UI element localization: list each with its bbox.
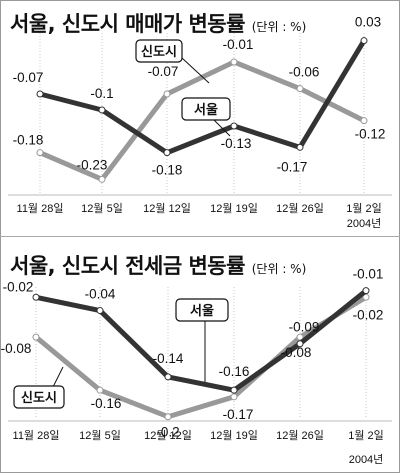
data-label: -0.07 [148,64,179,79]
data-point [296,340,304,348]
data-label: -0.08 [281,345,312,360]
data-point [96,386,104,394]
data-label: -0.06 [289,65,320,80]
data-point [96,307,104,315]
data-label: -0.08 [1,341,32,356]
data-point [164,373,172,381]
legend-callout-box [13,385,65,409]
data-label: -0.04 [85,287,116,302]
data-point [32,293,40,301]
jeonse-deposit-chart-panel: 서울, 신도시 전세금 변동률 (단위 : %) 11월 28일 12월 5일 12… [0,237,400,473]
panel-divider [0,236,400,237]
data-point [360,37,368,45]
data-point [163,90,171,98]
data-point [36,149,44,157]
data-point [32,333,40,341]
x-tick-label: 12월 26일 [276,201,324,215]
chart-title: 서울, 신도시 매매가 변동률 (단위 : %) [10,8,306,38]
chart-title: 서울, 신도시 전세금 변동률 (단위 : %) [10,250,306,280]
data-point [296,333,304,341]
data-point [362,293,370,301]
x-tick-label: 12월 19일 [210,428,258,442]
data-label: -0.02 [353,307,384,322]
x-tick-label: 1월 2일 [348,428,384,442]
legend-callout-box [135,39,183,63]
data-label: -0.13 [221,136,252,151]
x-tick-label: 12월 19일 [210,201,258,215]
legend-callout-box [175,298,229,322]
callout-leader [213,119,231,137]
data-point [98,106,106,114]
callout-leader [51,366,64,390]
data-point [296,143,304,151]
x-tick-label: 12월 12일 [143,201,191,215]
x-tick-label: 12월 12일 [144,428,192,442]
data-label: 0.03 [355,15,381,30]
x-year-label: 2004년 [347,217,382,230]
data-point [36,90,44,98]
data-point [164,413,172,421]
data-point [230,393,238,401]
unit-label: (단위 : %) [251,262,307,276]
data-point [230,122,238,130]
data-label: -0.17 [223,407,254,422]
series-line-new-town [37,59,367,182]
data-point [360,117,368,125]
data-point [230,58,238,66]
x-tick-label: 12월 5일 [79,428,121,442]
legend-callout-box [181,97,231,121]
callout-leader [181,57,210,84]
x-tick-label: 1월 2일 [346,201,382,215]
data-label: -0.12 [355,127,386,142]
data-label: -0.14 [153,351,184,366]
series-line-new-town [33,294,369,420]
unit-label: (단위 : %) [251,20,307,34]
legend-label: 서울 [194,102,218,117]
legend-label: 신도시 [141,44,177,59]
data-label: -0.17 [277,159,308,174]
chart-title-text: 서울, 신도시 전세금 변동률 [10,254,245,278]
data-label: -0.16 [219,364,250,379]
x-year-label: 2004년 [349,453,384,466]
sales-price-line-chart: 11월 28일 12월 5일 12월 12일 12월 19일 12월 26일 1월 2일 2… [8,15,392,230]
data-point [163,149,171,157]
legend-label: 서울 [190,303,214,318]
data-point [296,85,304,93]
data-label: -0.16 [91,396,122,411]
jeonse-deposit-line-chart: 11월 28일 12월 5일 12월 12일 12월 19일 12월 26일 1월 2일 2… [1,267,392,466]
x-tick-label: 11월 28일 [17,201,64,215]
x-tick-label: 11월 28일 [13,428,60,442]
data-label: -0.09 [289,320,320,335]
series-line-seoul [37,38,367,156]
data-point [230,386,238,394]
data-label: -0.2 [156,425,179,440]
sales-price-chart-panel: 서울, 신도시 매매가 변동률 (단위 : %) 11월 28일 12월 5일 12… [0,0,400,236]
data-label: -0.02 [3,279,34,294]
series-line-seoul [33,288,369,393]
data-label: -0.23 [77,157,108,172]
data-label: -0.18 [13,133,44,148]
x-tick-label: 12월 26일 [276,428,324,442]
x-tick-label: 12월 5일 [81,201,123,215]
data-label: -0.18 [152,163,183,178]
chart-title-text: 서울, 신도시 매매가 변동률 [10,12,245,36]
data-label: -0.01 [353,267,384,282]
data-point [362,287,370,295]
data-point [98,175,106,183]
data-label: -0.07 [13,70,44,85]
data-label: -0.01 [223,37,254,52]
legend-label: 신도시 [21,390,57,405]
data-label: -0.1 [90,86,113,101]
